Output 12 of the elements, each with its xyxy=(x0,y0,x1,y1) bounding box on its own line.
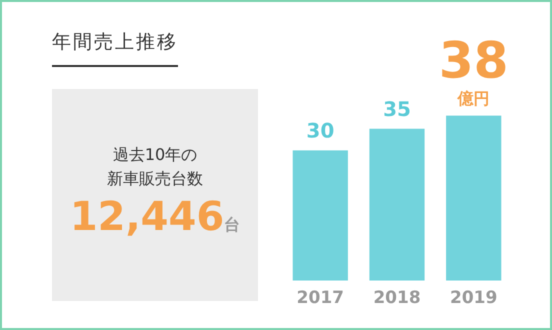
data-label: 38 xyxy=(438,32,508,90)
x-tick-label: 2018 xyxy=(373,288,421,308)
text: 年間売上推移 xyxy=(52,29,178,67)
text: 新車販売台数 xyxy=(107,168,203,190)
text: 過去10年の xyxy=(112,144,198,166)
data-label: 30 xyxy=(306,118,334,143)
text: 台 xyxy=(224,215,240,234)
annotation: 億円 xyxy=(456,88,490,108)
x-tick-label: 2017 xyxy=(296,288,344,308)
data-label: 35 xyxy=(383,96,411,121)
x-tick-label: 2019 xyxy=(450,288,498,308)
text: 12,446 xyxy=(70,194,224,240)
